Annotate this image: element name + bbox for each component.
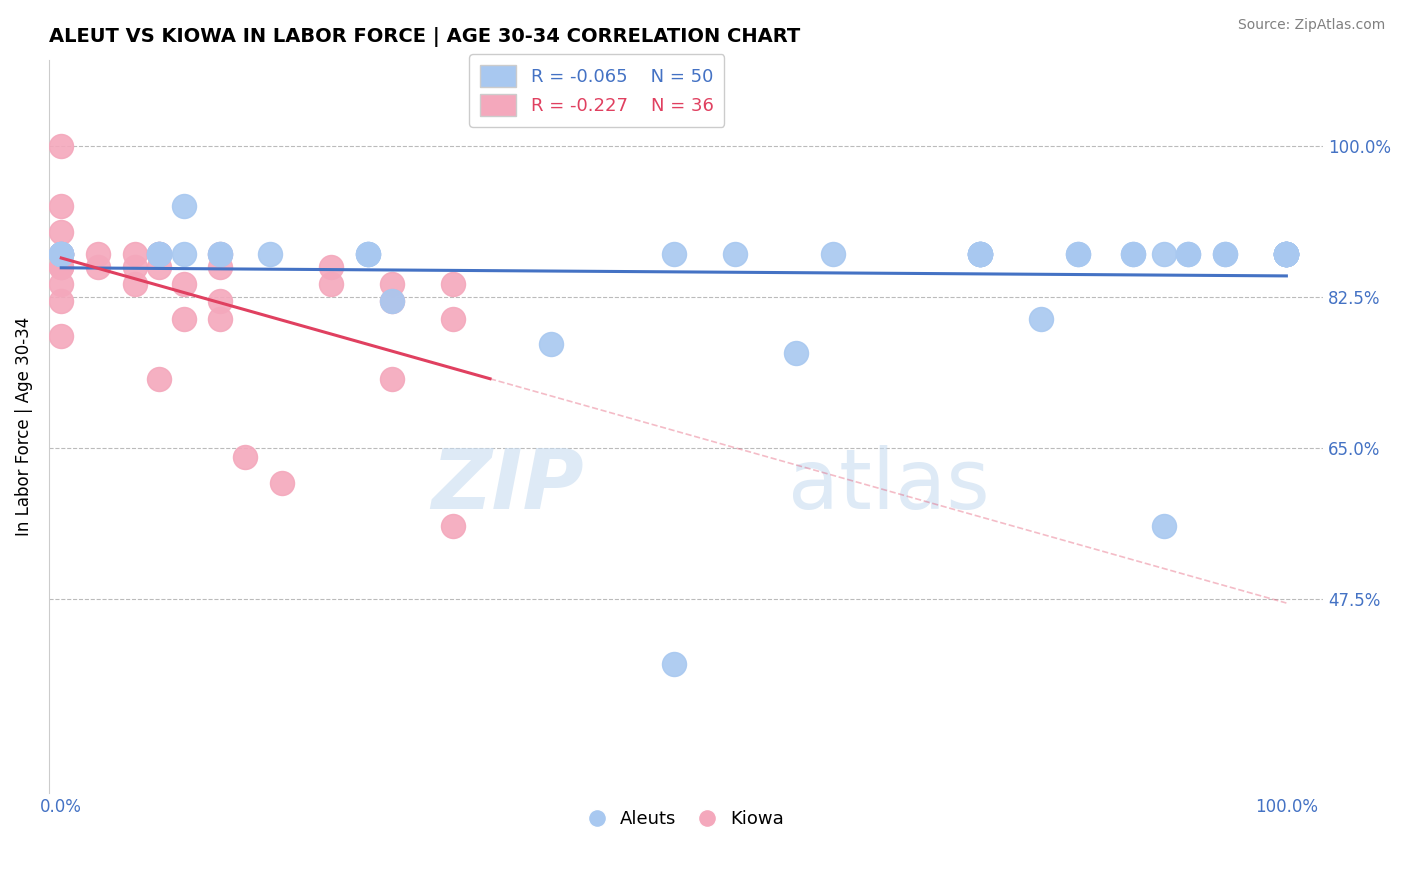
Point [51, 139, 73, 153]
Point [51, 199, 73, 213]
Point [1153, 518, 1175, 533]
Point [51, 247, 73, 261]
Point [540, 337, 562, 351]
Text: Source: ZipAtlas.com: Source: ZipAtlas.com [1237, 18, 1385, 32]
Text: ALEUT VS KIOWA IN LABOR FORCE | AGE 30-34 CORRELATION CHART: ALEUT VS KIOWA IN LABOR FORCE | AGE 30-3… [49, 27, 800, 46]
Point [1031, 311, 1053, 326]
Point [1122, 247, 1144, 261]
Point [51, 277, 73, 291]
Point [51, 328, 73, 343]
Point [51, 247, 73, 261]
Point [441, 518, 464, 533]
Point [1275, 247, 1298, 261]
Point [51, 247, 73, 261]
Point [381, 277, 404, 291]
Point [51, 247, 73, 261]
Point [209, 294, 232, 309]
Point [1275, 247, 1298, 261]
Point [1275, 247, 1298, 261]
Point [969, 247, 991, 261]
Point [148, 260, 170, 274]
Point [148, 247, 170, 261]
Point [1275, 247, 1298, 261]
Point [1213, 247, 1236, 261]
Point [1177, 247, 1199, 261]
Point [87, 247, 110, 261]
Point [51, 260, 73, 274]
Point [173, 247, 195, 261]
Point [51, 294, 73, 309]
Point [441, 311, 464, 326]
Point [969, 247, 991, 261]
Point [319, 277, 342, 291]
Text: atlas: atlas [787, 445, 990, 525]
Point [356, 247, 378, 261]
Point [1275, 247, 1298, 261]
Point [1177, 247, 1199, 261]
Point [209, 247, 232, 261]
Point [51, 247, 73, 261]
Point [1275, 247, 1298, 261]
Point [1122, 247, 1144, 261]
Point [148, 247, 170, 261]
Point [51, 225, 73, 239]
Point [124, 260, 146, 274]
Point [148, 247, 170, 261]
Point [51, 247, 73, 261]
Point [209, 311, 232, 326]
Point [969, 247, 991, 261]
Point [1275, 247, 1298, 261]
Point [173, 199, 195, 213]
Point [381, 294, 404, 309]
Point [1213, 247, 1236, 261]
Point [124, 277, 146, 291]
Point [173, 311, 195, 326]
Point [969, 247, 991, 261]
Point [381, 294, 404, 309]
Point [51, 247, 73, 261]
Point [441, 277, 464, 291]
Point [148, 247, 170, 261]
Point [356, 247, 378, 261]
Point [724, 247, 747, 261]
Point [1067, 247, 1090, 261]
Point [87, 260, 110, 274]
Point [209, 260, 232, 274]
Point [1275, 247, 1298, 261]
Point [173, 277, 195, 291]
Point [319, 260, 342, 274]
Point [969, 247, 991, 261]
Point [1153, 247, 1175, 261]
Point [785, 346, 807, 360]
Point [1275, 247, 1298, 261]
Text: ZIP: ZIP [432, 445, 583, 525]
Point [209, 247, 232, 261]
Point [356, 247, 378, 261]
Point [823, 247, 845, 261]
Legend: Aleuts, Kiowa: Aleuts, Kiowa [581, 803, 792, 836]
Point [51, 247, 73, 261]
Point [259, 247, 281, 261]
Point [969, 247, 991, 261]
Point [1067, 247, 1090, 261]
Point [381, 372, 404, 386]
Point [662, 657, 685, 671]
Point [51, 260, 73, 274]
Point [148, 372, 170, 386]
Point [124, 247, 146, 261]
Point [209, 247, 232, 261]
Point [662, 247, 685, 261]
Point [148, 247, 170, 261]
Point [270, 475, 292, 490]
Y-axis label: In Labor Force | Age 30-34: In Labor Force | Age 30-34 [15, 317, 32, 536]
Point [1275, 247, 1298, 261]
Point [233, 450, 256, 464]
